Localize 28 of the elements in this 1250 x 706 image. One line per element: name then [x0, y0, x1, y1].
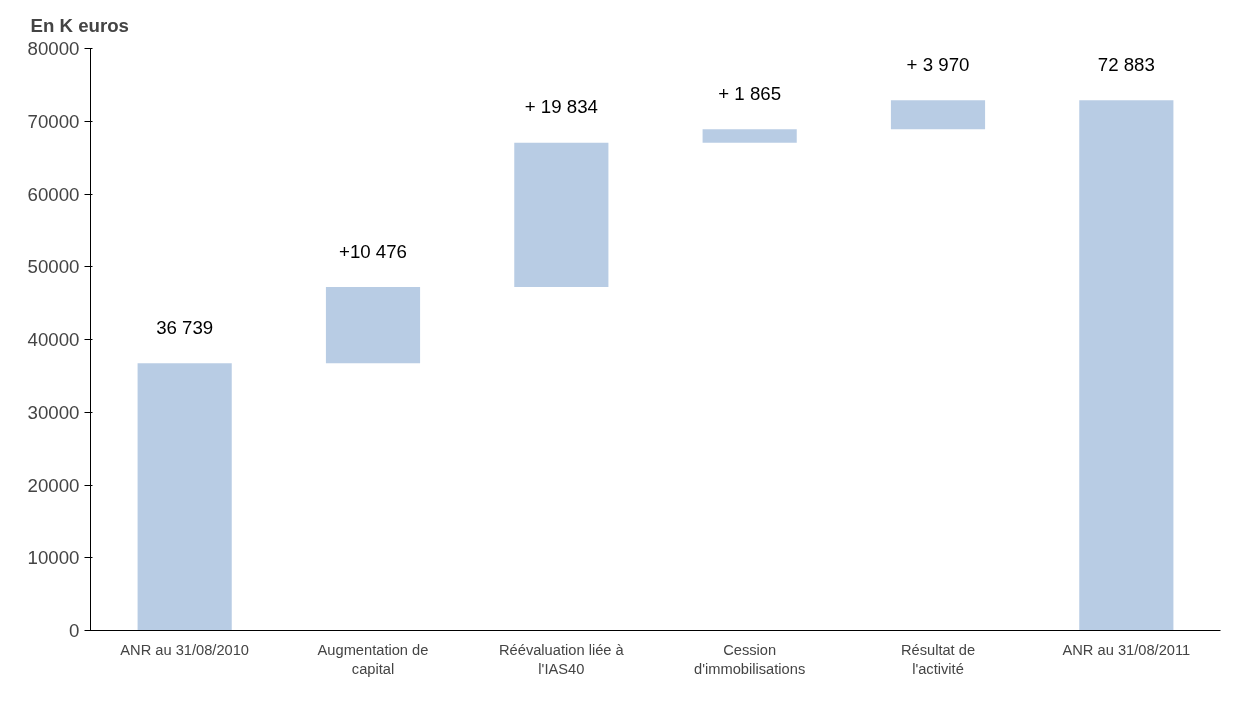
y-tick-label: 40000 — [27, 329, 80, 350]
y-tick-label: 0 — [69, 620, 80, 641]
bar — [1079, 100, 1174, 631]
y-tick-label: 80000 — [27, 38, 80, 59]
data-label: + 19 834 — [524, 96, 598, 118]
bar — [137, 363, 232, 631]
y-tick-label: 10000 — [27, 547, 80, 569]
data-label: + 1 865 — [718, 82, 782, 104]
data-label: 36 739 — [156, 316, 214, 338]
y-tick-label: 60000 — [27, 183, 80, 205]
bar — [514, 142, 609, 288]
y-tick-label: 20000 — [27, 474, 80, 496]
bar — [702, 129, 797, 143]
y-tick-label: 70000 — [27, 110, 80, 132]
data-label: + 3 970 — [906, 53, 970, 75]
data-label: 72 883 — [1097, 53, 1155, 75]
y-tick-label: 30000 — [27, 401, 80, 423]
x-tick-label: ANR au 31/08/2010 — [120, 641, 250, 658]
x-tick-label: Cession d'immobilisations — [694, 641, 806, 677]
bar — [890, 100, 986, 130]
bar — [325, 287, 421, 364]
chart-title: En K euros — [30, 15, 129, 36]
x-tick-label: Réévaluation liée à l'IAS40 — [499, 641, 625, 677]
x-tick-label: Résultat de l'activité — [900, 641, 976, 677]
y-tick-label: 50000 — [27, 256, 80, 278]
x-tick-label: ANR au 31/08/2011 — [1062, 641, 1191, 658]
data-label: +10 476 — [339, 240, 407, 262]
x-tick-label: Augmentation de capital — [317, 641, 429, 677]
